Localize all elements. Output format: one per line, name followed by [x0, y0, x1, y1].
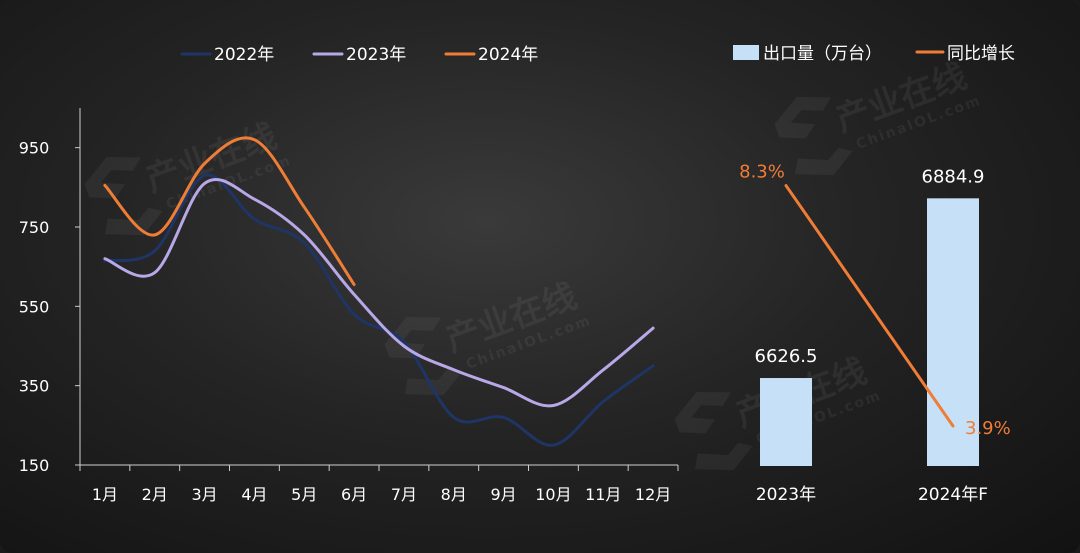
- legend-label: 2023年: [346, 45, 406, 65]
- x-tick-label: 6月: [341, 485, 367, 504]
- legend-swatch: [733, 45, 759, 60]
- left-axes: 150 350 550 750 950 1月 2月 3月 4月 5月 6月 7月 8月 9月 10月 11月 1…: [19, 108, 679, 504]
- x-tick-label: 10月: [535, 485, 571, 504]
- x-tick-label: 1月: [92, 485, 118, 504]
- legend-right: 出口量（万台） 同比增长: [733, 44, 1015, 64]
- y-tick-label: 750: [19, 218, 50, 237]
- growth-line: [784, 184, 955, 428]
- growth-value-label: 3.9%: [965, 418, 1011, 439]
- bar-value-label: 6884.9: [922, 166, 985, 187]
- left-lines: [103, 136, 655, 447]
- watermark-logo-icon: [384, 316, 463, 396]
- watermark-logo-icon: [674, 391, 753, 471]
- legend-label: 2024年: [478, 45, 538, 65]
- x-tick-label: 7月: [391, 485, 417, 504]
- growth-value-label: 8.3%: [739, 162, 785, 183]
- watermark-logo-icon: [774, 96, 853, 176]
- series-line-2023年: [103, 177, 655, 408]
- legend-left: 2022年 2023年 2024年: [180, 45, 538, 65]
- x-tick-label: 5月: [291, 485, 317, 504]
- right-growth-line: 8.3% 3.9%: [739, 162, 1011, 439]
- x-tick-label: 3月: [191, 485, 217, 504]
- x-tick-label: 2月: [142, 485, 168, 504]
- legend-label: 同比增长: [947, 44, 1015, 64]
- export-volume-bar: [927, 198, 979, 466]
- export-volume-bar: [760, 378, 812, 466]
- series-line-2024年: [103, 136, 356, 286]
- y-tick-label: 550: [19, 297, 50, 316]
- y-tick-label: 950: [19, 139, 50, 158]
- y-tick-label: 150: [19, 456, 50, 475]
- x-tick-label: 8月: [441, 485, 467, 504]
- series-line-2022年: [103, 173, 655, 447]
- x-tick-label: 9月: [490, 485, 516, 504]
- x-tick-label: 11月: [585, 485, 621, 504]
- legend-label: 2022年: [214, 45, 274, 65]
- bar-value-label: 6626.5: [755, 346, 818, 367]
- category-label: 2023年: [756, 485, 816, 505]
- x-tick-label: 12月: [635, 485, 671, 504]
- category-label: 2024年F: [918, 485, 988, 505]
- x-tick-label: 4月: [241, 485, 267, 504]
- watermark-logo-icon: [84, 156, 163, 236]
- y-tick-label: 350: [19, 377, 50, 396]
- legend-label: 出口量（万台）: [763, 44, 882, 64]
- right-bars: 6626.5 2023年 6884.9 2024年F: [755, 166, 989, 505]
